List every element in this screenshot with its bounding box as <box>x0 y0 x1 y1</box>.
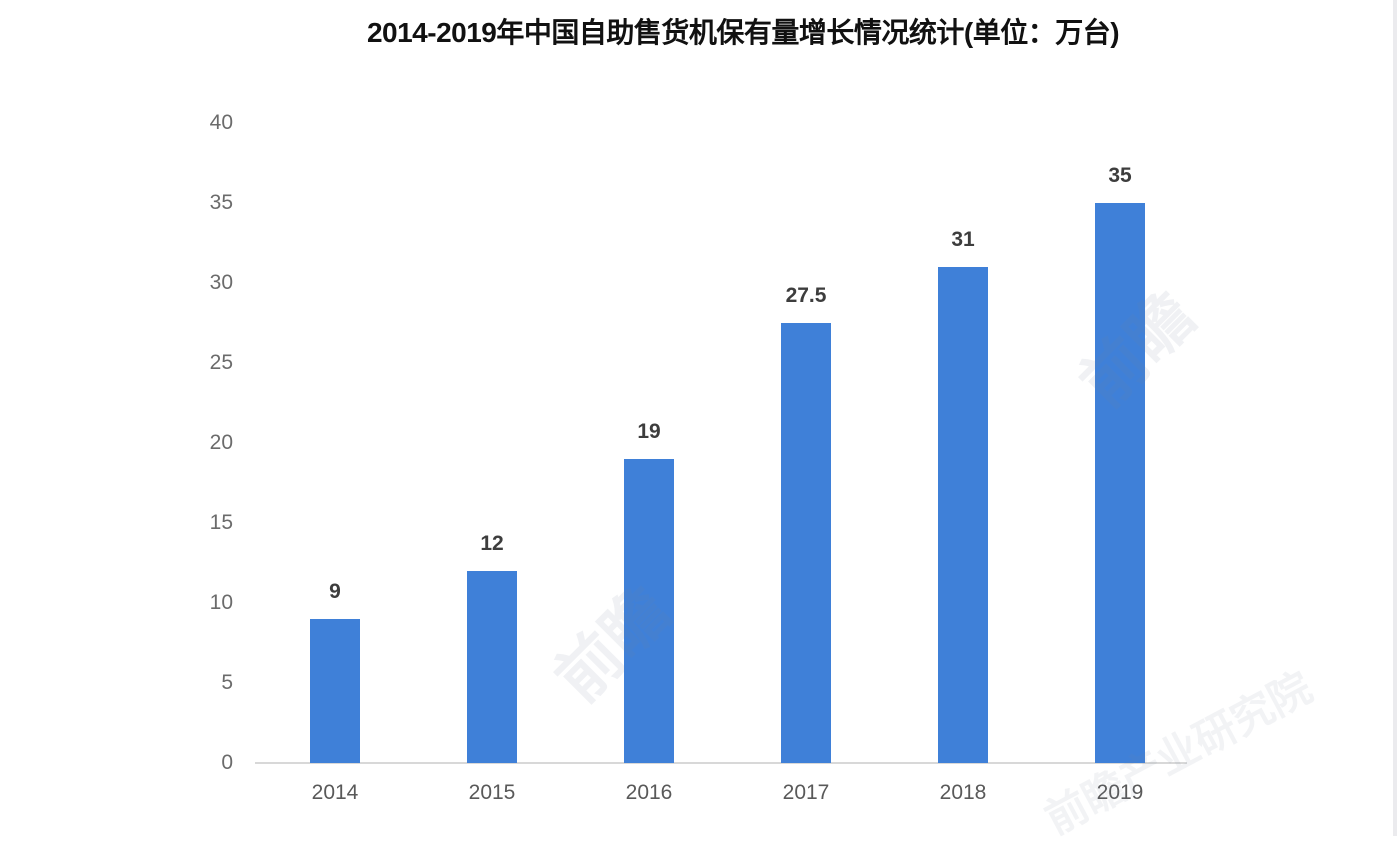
x-tick-label: 2015 <box>468 781 516 804</box>
bar-value-label: 31 <box>951 228 975 251</box>
bar-value-label: 12 <box>480 532 504 555</box>
bar-value-label: 27.5 <box>785 284 827 307</box>
bar-2014 <box>310 619 360 763</box>
bar-2016 <box>624 459 674 763</box>
bar-value-label: 9 <box>329 580 341 603</box>
x-tick-label: 2016 <box>625 781 673 804</box>
x-tick-label: 2019 <box>1096 781 1144 804</box>
y-tick-label: 30 <box>209 271 233 294</box>
x-tick-label: 2014 <box>311 781 359 804</box>
chart-title: 2014-2019年中国自助售货机保有量增长情况统计(单位：万台) <box>366 17 1120 48</box>
screenshot-edge-artifact <box>1393 0 1397 836</box>
y-tick-label: 25 <box>209 351 233 374</box>
bar-2017 <box>781 323 831 763</box>
bar-2015 <box>467 571 517 763</box>
y-tick-label: 10 <box>209 591 233 614</box>
x-tick-label: 2017 <box>782 781 830 804</box>
bar-value-label: 35 <box>1108 164 1132 187</box>
y-tick-label: 0 <box>221 751 233 774</box>
watermark: 前瞻产业研究院 <box>1037 663 1320 843</box>
bar-value-label: 19 <box>637 420 661 443</box>
y-tick-label: 35 <box>209 191 233 214</box>
x-axis-line <box>255 762 1187 764</box>
y-tick-label: 40 <box>209 111 233 134</box>
x-tick-label: 2018 <box>939 781 987 804</box>
y-tick-label: 15 <box>209 511 233 534</box>
bar-2019 <box>1095 203 1145 763</box>
bar-2018 <box>938 267 988 763</box>
y-tick-label: 5 <box>221 671 233 694</box>
y-tick-label: 20 <box>209 431 233 454</box>
